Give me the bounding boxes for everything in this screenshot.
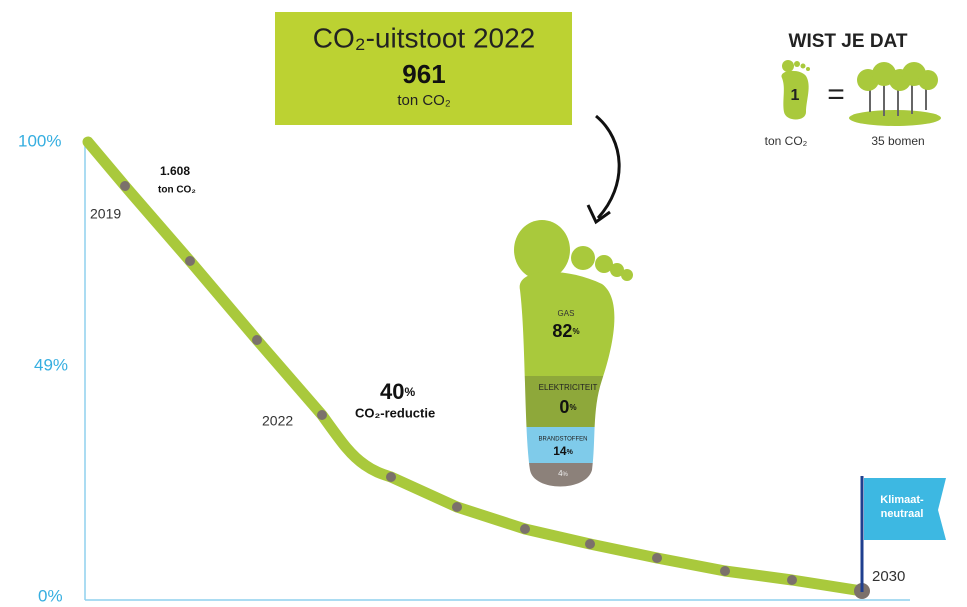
footprint [510,220,633,503]
segment-label: ELEKTRICITEIT [539,383,598,392]
segment-number: 82 [552,321,572,341]
flag-text: Klimaat- [880,494,924,506]
reduction-value: 40% [380,379,415,404]
segment-unit: % [563,472,569,478]
fact-value: 1 [791,87,800,104]
segment-label: BRANDSTOFFEN [539,437,588,443]
header-value: 961 [402,59,445,89]
header-title: CO₂-uitstoot 2022 [313,22,536,53]
mid-year: 2022 [262,413,293,429]
start-year: 2019 [90,206,121,222]
segment-number: 14 [553,444,567,458]
trees [849,62,941,126]
segment-label: GAS [558,309,575,318]
reduction-number: 40 [380,379,404,404]
fact-caption: 35 bomen [871,134,924,148]
segment-unit: % [572,327,579,336]
header-unit: ton CO₂ [397,92,451,109]
start-unit: ton CO₂ [158,185,196,196]
curve-dots [120,181,870,599]
fact-equals: = [827,78,845,111]
start-value: 1.608 [160,164,190,178]
flag-text: neutraal [881,508,924,520]
infographic: 100% 49% 0% 1.608 ton CO₂ 2019 2022 40% … [0,0,967,607]
fact-caption: ton CO₂ [765,134,808,148]
axis-label: 100% [18,131,61,150]
segment-number: 0 [559,397,569,417]
axis-label: 49% [34,355,68,374]
axis-label: 0% [38,586,63,605]
arrow [596,116,619,218]
end-year: 2030 [872,568,905,585]
segment-unit: % [569,403,576,412]
segment-unit: % [567,449,574,456]
reduction-curve [88,142,862,591]
reduction-unit: % [404,385,415,399]
reduction-label: CO₂-reductie [355,405,435,420]
fact-title: WIST JE DAT [789,31,908,52]
